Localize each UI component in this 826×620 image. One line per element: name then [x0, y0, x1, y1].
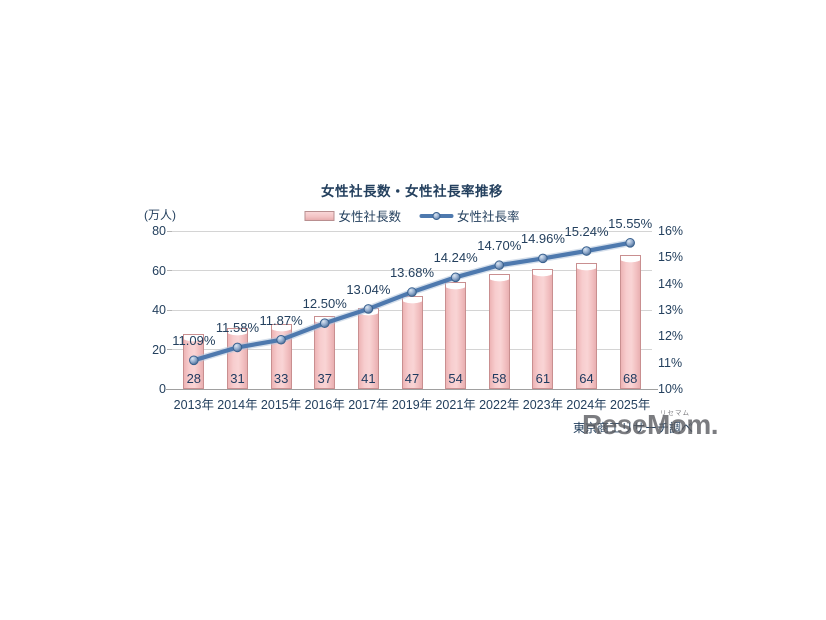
right-axis-tick-label: 14% [658, 276, 684, 291]
left-axis-tick-label: 60 [152, 263, 166, 278]
x-axis-category-label: 2019年 [391, 398, 433, 412]
rate-line-marker [363, 304, 374, 314]
right-axis-tick-label: 12% [658, 329, 684, 344]
bar-series-swatch-icon [304, 210, 335, 221]
x-axis-category-label: 2015年 [260, 398, 302, 412]
bar: 61 [532, 268, 554, 389]
left-axis-tick [167, 270, 172, 271]
left-axis-tick [167, 230, 172, 232]
bar-value-label: 33 [273, 371, 289, 386]
bar-value-label: 41 [361, 371, 376, 386]
rate-value-label: 15.55% [608, 215, 653, 231]
bar-top-highlight [184, 334, 204, 344]
x-axis-category-label: 2024年 [566, 398, 607, 412]
plot-area: 0 20 40 60 80 10% 11% 12% 13% 14% 15% 16% 28 2013年 31 2… [152, 216, 683, 412]
left-axis-tick-label: 20 [152, 342, 166, 357]
gridline [172, 230, 652, 232]
bar-value-label: 37 [317, 371, 332, 386]
right-axis-tick-label: 16% [658, 224, 684, 238]
x-axis-category-label: 2021年 [435, 398, 476, 412]
rate-value-label: 11.87% [259, 312, 303, 328]
right-axis-tick-label: 15% [658, 250, 684, 265]
rate-value-label: 14.70% [477, 238, 522, 254]
legend-item-line-series: 女性社長率 [419, 206, 520, 225]
bar-top-highlight [402, 297, 422, 307]
rate-line-marker [276, 334, 286, 345]
gridline [172, 270, 652, 271]
x-axis-category-label: 2014年 [217, 398, 258, 412]
rate-line-marker [450, 272, 461, 283]
legend-item-bar-series: 女性社長数 [304, 206, 401, 225]
x-axis-category-label: 2013年 [173, 398, 214, 412]
rate-line-marker [538, 253, 548, 264]
bar-top-highlight [533, 269, 553, 279]
bar-value-label: 47 [404, 371, 420, 386]
line-series-swatch-icon [419, 211, 453, 221]
bar: 54 [445, 282, 467, 389]
left-axis-unit-label: (万人) [144, 208, 176, 222]
left-axis-tick-label: 0 [159, 382, 166, 396]
rate-value-label: 11.09% [172, 333, 216, 349]
x-axis-category-label: 2025年 [610, 398, 651, 412]
bar-top-highlight [227, 328, 247, 338]
right-axis-tick-label: 11% [658, 355, 683, 370]
bar-value-label: 64 [579, 371, 594, 386]
bar-value-label: 28 [186, 371, 202, 386]
bar: 47 [401, 296, 423, 389]
left-axis-tick-label: 80 [152, 224, 166, 238]
rate-value-label: 12.50% [302, 296, 347, 312]
bar: 64 [576, 262, 598, 389]
bar-top-highlight [620, 255, 640, 265]
rate-value-label: 13.68% [389, 265, 435, 281]
rate-line-marker [189, 355, 199, 366]
x-axis-category-label: 2016年 [304, 398, 345, 412]
resemom-logo: ReseMom. [582, 409, 719, 440]
left-axis-tick [167, 309, 172, 311]
source-credit: 東京商工リサーチ調べ [573, 421, 694, 435]
rate-value-label: 14.24% [433, 250, 478, 266]
rate-line [191, 240, 633, 363]
rate-line-marker [625, 238, 635, 248]
rate-line-chart [189, 238, 635, 366]
bar-top-highlight [489, 275, 509, 285]
x-axis-category-label: 2023年 [522, 398, 564, 412]
bar-top-highlight [271, 324, 291, 334]
bar-top-highlight [577, 263, 597, 273]
chart-title: 女性社長数・女性社長率推移 [321, 184, 503, 199]
rate-value-label: 13.04% [346, 281, 391, 297]
resemom-logo-ruby: リセマム [660, 410, 690, 417]
rate-value-label: 14.96% [520, 231, 565, 247]
rate-line-marker [581, 246, 592, 256]
bar: 58 [488, 274, 510, 389]
bar-value-label: 54 [448, 371, 463, 386]
x-axis-category-label: 2022年 [479, 398, 520, 412]
bar-value-label: 68 [622, 371, 638, 386]
bar-value-label: 31 [230, 371, 245, 386]
left-axis-tick-label: 40 [152, 303, 166, 317]
bar: 68 [619, 254, 641, 389]
legend-line-label: 女性社長率 [457, 210, 520, 224]
rate-value-label: 15.24% [564, 224, 609, 240]
left-axis-tick [167, 349, 172, 350]
chart-legend: 女性社長数 女性社長率 [304, 206, 520, 225]
right-axis-tick-label: 13% [658, 303, 684, 317]
bar-top-highlight [446, 283, 466, 293]
rate-value-label: 11.58% [215, 320, 260, 336]
legend-bar-label: 女性社長数 [338, 210, 401, 224]
line-swatch-marker-icon [432, 211, 440, 220]
bar-value-label: 61 [535, 371, 551, 386]
rate-line-marker [232, 342, 243, 353]
rate-line-marker [319, 318, 330, 328]
bar-value-label: 58 [492, 371, 507, 386]
rate-line-marker [494, 260, 505, 271]
right-axis-tick-label: 10% [658, 382, 684, 396]
x-axis-category-label: 2017年 [348, 398, 389, 412]
x-axis-line [166, 389, 658, 390]
rate-line-marker [407, 287, 417, 297]
